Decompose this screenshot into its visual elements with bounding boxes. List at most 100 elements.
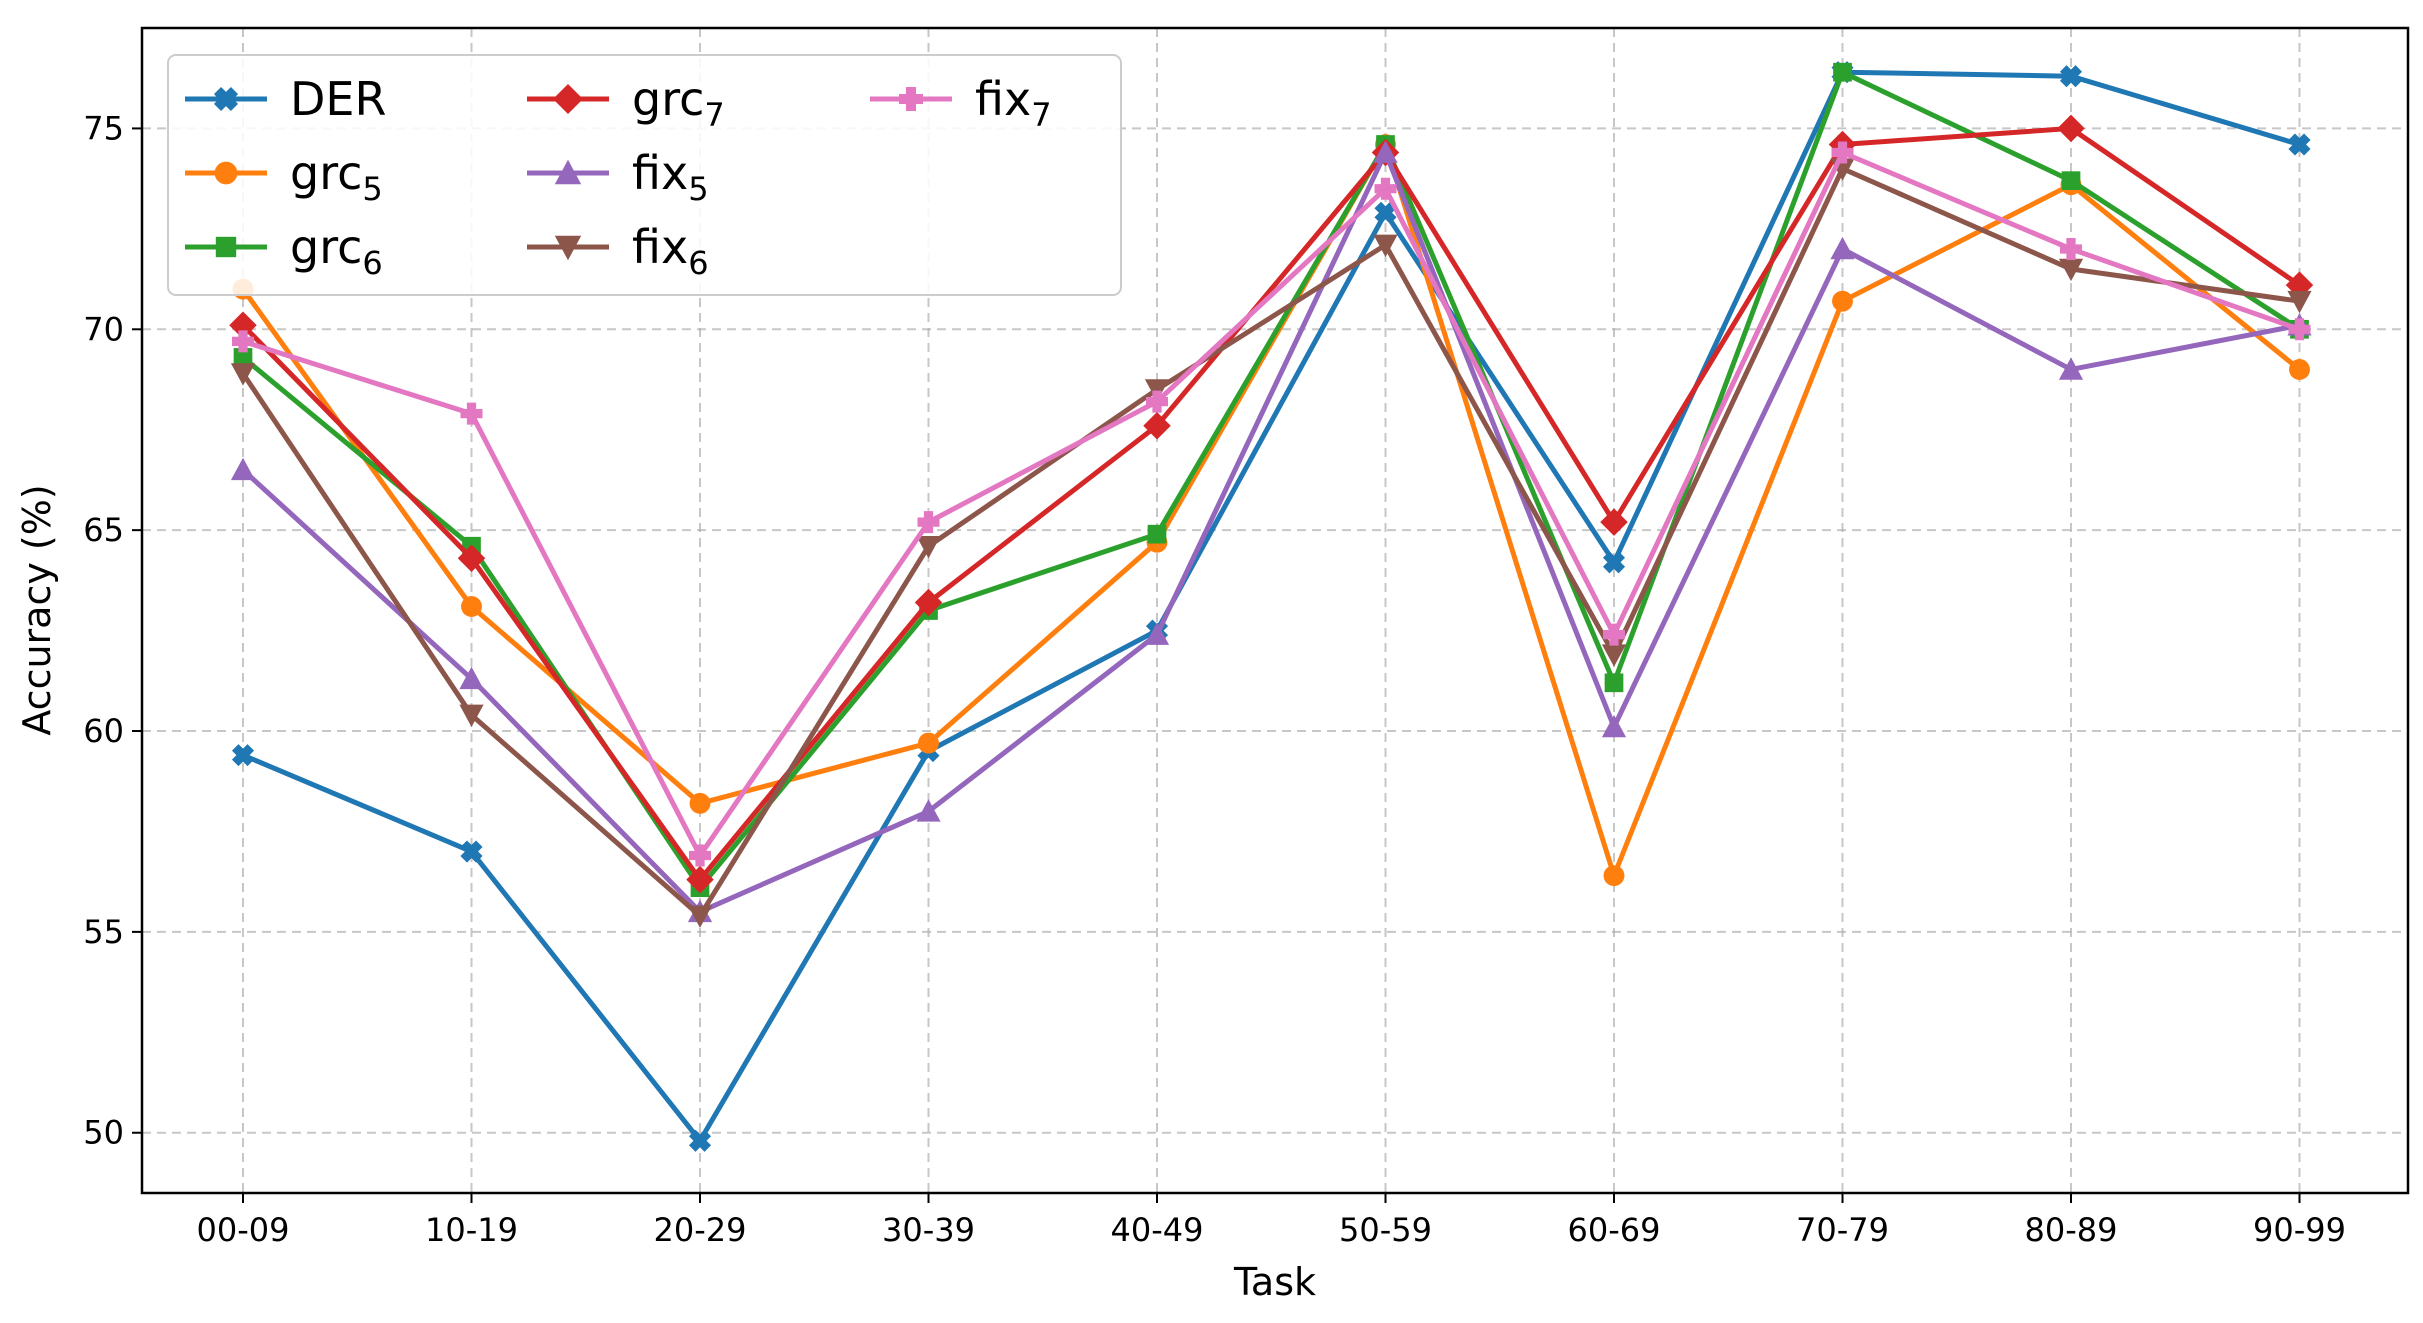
data-point — [688, 1129, 712, 1152]
y-tick-label: 50 — [83, 1114, 124, 1152]
data-point — [460, 402, 483, 425]
data-point — [916, 535, 941, 559]
data-point — [1146, 390, 1168, 413]
data-point — [918, 732, 939, 754]
data-point — [460, 840, 483, 863]
data-point — [917, 511, 940, 534]
y-tick-label: 75 — [83, 109, 124, 147]
legend-item-grc5: grc5 — [185, 146, 383, 208]
data-point — [554, 159, 582, 185]
data-point — [1603, 865, 1625, 887]
x-tick-label: 90-99 — [2253, 1211, 2346, 1249]
data-point — [916, 799, 941, 822]
data-point — [689, 844, 711, 867]
series-fix6 — [230, 158, 2312, 928]
x-tick-label: 20-29 — [654, 1211, 747, 1249]
data-point — [233, 348, 253, 367]
legend-label: grc6 — [290, 220, 383, 282]
data-point — [554, 235, 582, 261]
data-point — [2060, 237, 2082, 260]
data-point — [1144, 379, 1170, 402]
x-tick-label: 10-19 — [425, 1211, 518, 1249]
data-point — [1373, 234, 1398, 258]
data-point — [230, 363, 256, 386]
data-point — [687, 905, 713, 928]
data-point — [553, 84, 583, 114]
legend-item-DER: DER — [185, 72, 386, 126]
x-tick-label: 60-69 — [1568, 1211, 1661, 1249]
data-point — [232, 330, 254, 353]
data-point — [914, 588, 943, 617]
y-axis-title: Accuracy (%) — [15, 484, 59, 735]
data-point — [2288, 133, 2311, 156]
axis-ticks: 50 55 60 65 70 75 00-09 10-19 20-29 30-39 40-49 50-… — [83, 109, 2346, 1249]
data-point — [1147, 524, 1167, 544]
data-point — [1601, 644, 1627, 667]
data-point — [1600, 508, 1628, 536]
data-point — [1832, 290, 1853, 312]
data-point — [230, 457, 256, 481]
data-point — [2058, 357, 2084, 380]
data-point — [2288, 318, 2311, 341]
x-tick-label: 30-39 — [882, 1211, 975, 1249]
x-axis-title: Task — [1233, 1260, 1316, 1304]
data-point — [1374, 201, 1397, 224]
legend-label: grc5 — [290, 146, 383, 208]
data-point — [1831, 141, 1854, 164]
data-point — [1143, 411, 1171, 440]
legend-item-grc6: grc6 — [185, 220, 383, 282]
legend-item-grc7: grc7 — [527, 72, 725, 134]
y-tick-label: 70 — [83, 310, 124, 348]
legend-box — [167, 54, 1122, 296]
legend-label: fix6 — [632, 220, 709, 282]
data-point — [686, 865, 714, 894]
series-line — [242, 150, 2301, 859]
data-point — [1601, 714, 1627, 738]
data-point — [2059, 65, 2083, 88]
legend-item-fix7: fix7 — [870, 72, 1052, 134]
legend-label: grc7 — [632, 72, 725, 134]
data-point — [1833, 62, 1852, 82]
data-point — [231, 744, 255, 767]
data-point — [215, 236, 237, 258]
data-point — [2058, 258, 2084, 282]
y-tick-label: 60 — [83, 712, 124, 750]
y-tick-label: 65 — [83, 511, 124, 549]
data-point — [2287, 290, 2312, 314]
y-tick-label: 55 — [83, 913, 124, 951]
data-point — [689, 792, 711, 814]
x-tick-label: 40-49 — [1111, 1211, 1204, 1249]
data-point — [213, 86, 239, 112]
series-line — [241, 125, 2301, 883]
legend-item-fix5: fix5 — [527, 146, 709, 208]
data-point — [459, 704, 484, 728]
data-point — [459, 666, 484, 690]
legend-label: fix7 — [975, 72, 1052, 134]
data-point — [1373, 140, 1398, 163]
legend: DER grc5 grc6 grc7 fix5 fix6 fix7 — [167, 54, 1122, 296]
series-lines — [229, 61, 2314, 1152]
series-fix7 — [232, 141, 2311, 867]
series-line — [240, 166, 2300, 919]
plot-area-frame — [140, 26, 2410, 1195]
data-point — [2057, 114, 2085, 143]
data-point — [2289, 359, 2310, 380]
data-point — [2061, 171, 2081, 191]
data-point — [457, 544, 486, 573]
data-point — [899, 87, 923, 111]
data-point — [214, 161, 238, 185]
data-point — [1602, 551, 1626, 574]
series-line — [242, 69, 2301, 1144]
data-point — [1604, 673, 1624, 693]
series-line — [241, 150, 2300, 915]
x-tick-label: 80-89 — [2025, 1211, 2118, 1249]
data-point — [229, 311, 257, 340]
legend-label: DER — [290, 72, 386, 126]
x-tick-label: 00-09 — [197, 1211, 290, 1249]
x-tick-label: 70-79 — [1796, 1211, 1889, 1249]
legend-label: fix5 — [632, 146, 709, 208]
legend-item-fix6: fix6 — [527, 220, 709, 282]
x-tick-label: 50-59 — [1339, 1211, 1432, 1249]
data-point — [461, 596, 482, 617]
